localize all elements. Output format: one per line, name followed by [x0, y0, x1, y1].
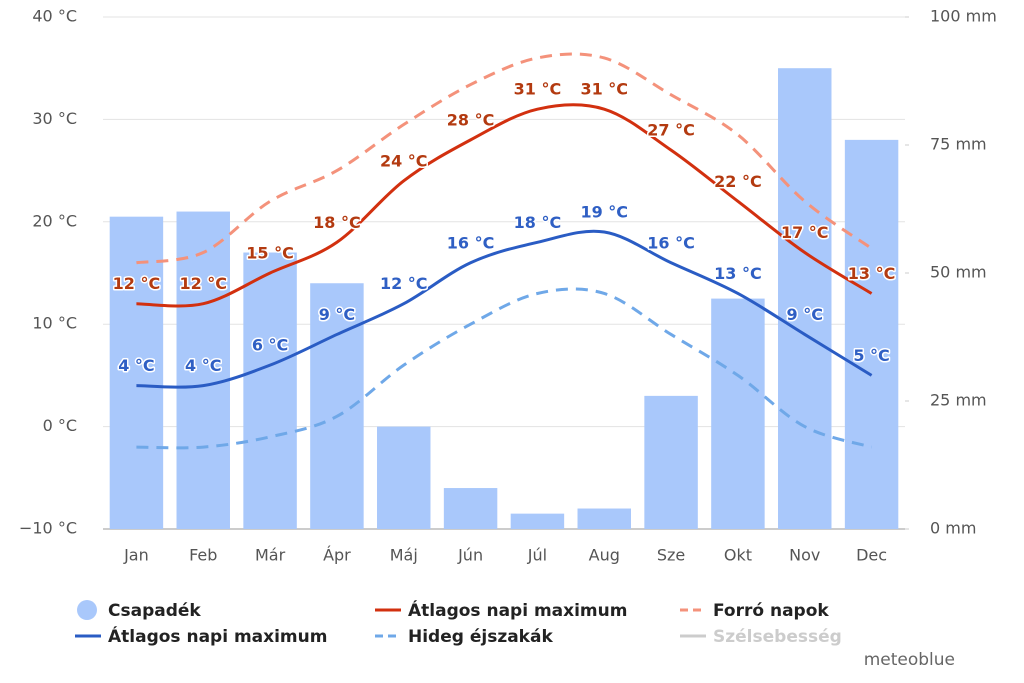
legend-label: Csapadék	[108, 601, 201, 621]
value-label: 19 °C	[580, 203, 628, 222]
legend-symbol	[77, 600, 97, 620]
value-label: 16 °C	[647, 233, 695, 252]
precip-bar	[510, 513, 565, 529]
value-label: 4 °C	[118, 356, 154, 375]
x-tick-label: Jan	[123, 546, 149, 565]
value-label: 27 °C	[647, 121, 695, 140]
precip-bar	[443, 488, 498, 529]
x-tick-label: Okt	[724, 546, 752, 565]
precip-bar	[577, 508, 631, 529]
value-label: 22 °C	[714, 172, 762, 191]
value-label: 28 °C	[447, 110, 495, 129]
value-label: 17 °C	[781, 223, 829, 242]
x-tick-label: Júl	[527, 546, 547, 565]
value-label: 9 °C	[319, 305, 355, 324]
precip-bar	[243, 252, 297, 529]
x-tick-label: Sze	[657, 546, 685, 565]
value-label: 24 °C	[380, 151, 428, 170]
precip-bar	[377, 426, 431, 529]
value-label: 15 °C	[246, 244, 294, 263]
y-tick-label: −10 °C	[19, 519, 77, 538]
x-tick-label: Dec	[856, 546, 887, 565]
y2-tick-label: 50 mm	[930, 263, 987, 282]
value-label: 5 °C	[853, 346, 889, 365]
x-tick-label: Nov	[789, 546, 820, 565]
precip-bar	[176, 211, 230, 529]
value-label: 18 °C	[313, 213, 361, 232]
line	[136, 52, 873, 265]
line	[136, 103, 873, 308]
x-tick-label: Ápr	[323, 546, 351, 565]
precip-bar	[711, 298, 765, 529]
line	[136, 287, 873, 450]
line	[136, 229, 873, 389]
value-label: 6 °C	[252, 336, 288, 355]
x-tick-label: Aug	[589, 546, 620, 565]
y-tick-label: 30 °C	[32, 109, 77, 128]
value-label: 18 °C	[514, 213, 562, 232]
y2-tick-label: 0 mm	[930, 519, 976, 538]
value-label: 9 °C	[787, 305, 823, 324]
y-tick-label: 20 °C	[32, 211, 77, 230]
value-label: 13 °C	[848, 264, 896, 283]
value-label: 13 °C	[714, 264, 762, 283]
value-label: 31 °C	[580, 80, 628, 99]
value-label: 16 °C	[447, 233, 495, 252]
credit: meteoblue	[864, 650, 955, 670]
y-tick-label: 40 °C	[32, 7, 77, 26]
y2-tick-label: 25 mm	[930, 391, 987, 410]
y-tick-label: 10 °C	[32, 314, 77, 333]
precip-bar	[844, 139, 899, 529]
y-tick-label: 0 °C	[43, 416, 77, 435]
value-label: 31 °C	[514, 80, 562, 99]
legend-label: Hideg éjszakák	[408, 627, 553, 647]
y2-tick-label: 75 mm	[930, 135, 987, 154]
precip-bar	[109, 216, 164, 529]
legend-label: Szélsebesség	[713, 627, 842, 647]
value-label: 4 °C	[185, 356, 221, 375]
value-label: 12 °C	[113, 274, 161, 293]
precip-bar	[644, 395, 698, 529]
value-label: 12 °C	[179, 274, 227, 293]
y2-tick-label: 100 mm	[930, 7, 997, 26]
legend-label: Átlagos napi maximum	[408, 599, 627, 621]
legend-label: Forró napok	[713, 601, 829, 621]
precip-bar	[778, 68, 832, 529]
x-tick-label: Feb	[189, 546, 217, 565]
x-tick-label: Jún	[457, 546, 483, 565]
legend-label: Átlagos napi maximum	[108, 625, 327, 647]
x-tick-label: Már	[255, 546, 286, 565]
value-label: 12 °C	[380, 274, 428, 293]
x-tick-label: Máj	[390, 546, 418, 565]
